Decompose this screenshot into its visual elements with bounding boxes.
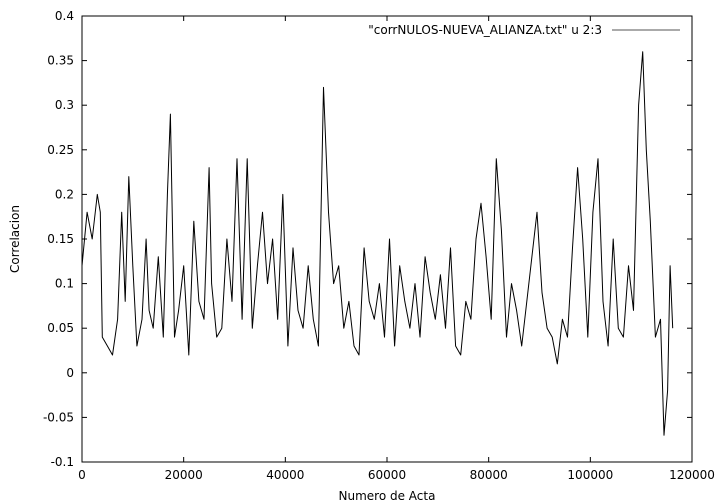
y-tick-label: 0.2 — [55, 187, 74, 201]
y-tick-label: 0.05 — [47, 321, 74, 335]
y-tick-label: 0.1 — [55, 277, 74, 291]
y-tick-label: 0.4 — [55, 9, 74, 23]
legend-entry-label: "corrNULOS-NUEVA_ALIANZA.txt" u 2:3 — [368, 23, 602, 37]
x-tick-label: 40000 — [266, 468, 304, 482]
y-tick-label: 0.3 — [55, 98, 74, 112]
y-tick-label: -0.05 — [43, 410, 74, 424]
y-tick-label: 0.35 — [47, 54, 74, 68]
y-tick-label: 0 — [66, 366, 74, 380]
x-tick-label: 100000 — [567, 468, 613, 482]
series-layer — [81, 51, 674, 436]
series-line — [81, 51, 674, 436]
y-tick-label: -0.1 — [51, 455, 74, 469]
x-tick-label: 120000 — [669, 468, 715, 482]
x-axis-ticks: 0 20000 40000 60000 80000 100000 120000 — [78, 16, 715, 482]
x-axis-label: Numero de Acta — [339, 489, 436, 503]
legend: "corrNULOS-NUEVA_ALIANZA.txt" u 2:3 — [368, 23, 680, 37]
x-tick-label: 20000 — [165, 468, 203, 482]
y-tick-label: 0.15 — [47, 232, 74, 246]
y-tick-label: 0.25 — [47, 143, 74, 157]
x-tick-label: 0 — [78, 468, 86, 482]
x-tick-label: 60000 — [368, 468, 406, 482]
y-axis-label: Correlacion — [8, 205, 22, 273]
y-axis-ticks: -0.1 -0.05 0 0.05 0.1 0.15 0.2 0.25 0.3 0.35 0.4 — [43, 9, 692, 469]
x-tick-label: 80000 — [470, 468, 508, 482]
